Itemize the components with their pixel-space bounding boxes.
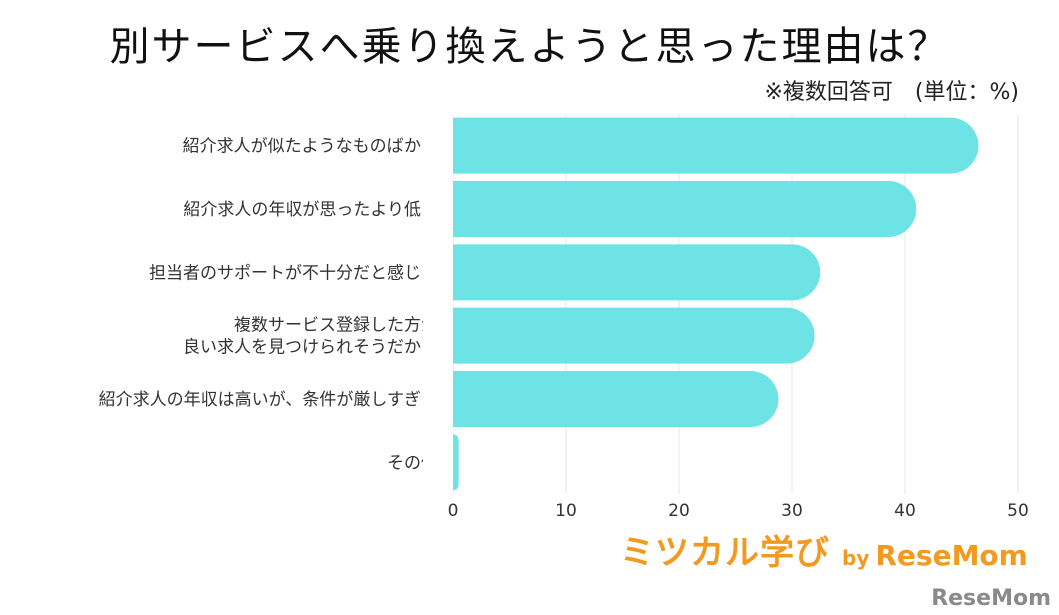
bar: [425, 244, 821, 301]
logo-by-text: by: [842, 546, 870, 570]
bar: [425, 371, 779, 427]
category-label: 紹介求人の年収は高いが、条件が厳しすぎる: [99, 390, 438, 410]
category-label: 良い求人を見つけられそうだから: [183, 338, 438, 358]
x-tick-label: 50: [1007, 501, 1029, 521]
axis-mask: [423, 114, 453, 494]
brand-logo: ミツカル学び by ReseMom: [620, 525, 1028, 574]
x-tick-label: 20: [668, 501, 690, 521]
category-label: 担当者のサポートが不十分だと感じる: [149, 263, 438, 283]
logo-main-text: ミツカル学び: [620, 533, 830, 573]
category-label: 複数サービス登録した方が: [234, 316, 438, 336]
category-label: 紹介求人が似たようなものばかり: [183, 137, 438, 157]
category-label: 紹介求人の年収が思ったより低い: [183, 200, 438, 220]
bar: [425, 181, 917, 237]
watermark: ReseMom: [931, 586, 1051, 611]
bar: [425, 307, 815, 364]
x-tick-label: 0: [448, 501, 459, 521]
x-tick-label: 40: [894, 501, 916, 521]
bar: [425, 117, 979, 174]
chart-subtitle: ※複数回答可 (単位：%): [764, 80, 1019, 105]
x-tick-label: 10: [555, 501, 577, 521]
logo-brand-text: ReseMom: [875, 539, 1028, 572]
chart-title: 別サービスへ乗り換えようと思った理由は？: [109, 24, 950, 70]
x-tick-label: 30: [781, 501, 803, 521]
